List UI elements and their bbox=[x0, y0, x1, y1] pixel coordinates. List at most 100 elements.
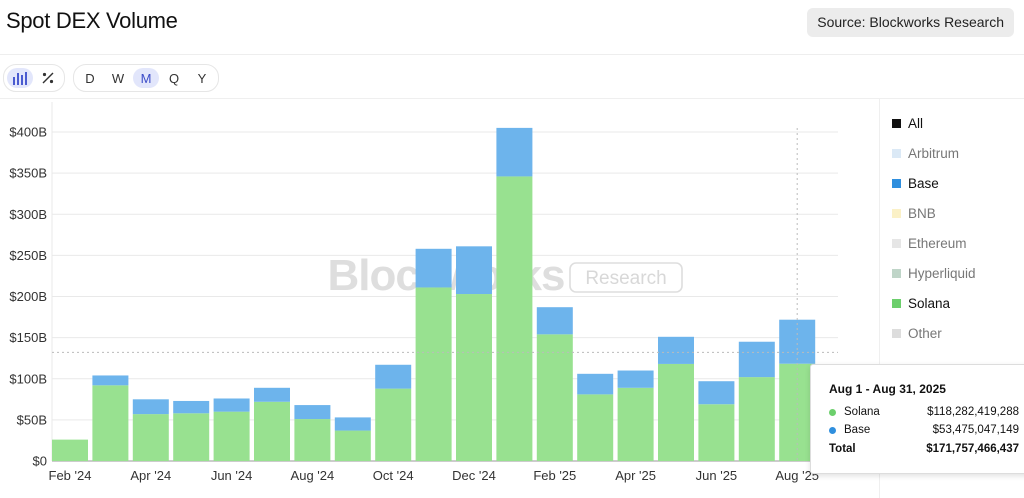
bar-solana-mar-24 bbox=[92, 385, 129, 461]
legend-swatch bbox=[892, 118, 901, 128]
tooltip-dot bbox=[829, 408, 836, 416]
legend-label: Solana bbox=[908, 295, 951, 311]
legend-item-arbitrum[interactable]: Arbitrum bbox=[892, 138, 976, 168]
bar-base-oct-24 bbox=[375, 364, 412, 389]
bar-base-dec-24 bbox=[456, 246, 492, 295]
bar-solana-aug-24 bbox=[294, 419, 331, 461]
y-tick-label: $350B bbox=[9, 166, 47, 181]
chart-top-border bbox=[0, 98, 1024, 99]
legend-swatch bbox=[892, 268, 901, 278]
bar-solana-sep-24 bbox=[334, 430, 371, 461]
bar-base-feb-25 bbox=[536, 307, 573, 335]
period-button-w[interactable]: W bbox=[111, 70, 125, 86]
chart-tooltip: Aug 1 - Aug 31, 2025 Solana $118,282,419… bbox=[810, 364, 1024, 474]
bar-chart-icon-svg bbox=[13, 72, 27, 85]
legend-swatch bbox=[892, 298, 901, 308]
tooltip-period: Aug 1 - Aug 31, 2025 bbox=[829, 382, 946, 396]
percent-icon[interactable] bbox=[35, 68, 61, 88]
y-axis-labels: $0 $50B $100B $150B $200B $250B $300B $350B $400… bbox=[9, 125, 47, 469]
page-title: Spot DEX Volume bbox=[6, 8, 178, 33]
x-tick-label: Apr '25 bbox=[615, 468, 656, 483]
tooltip-series-value: $53,475,047,149 bbox=[932, 424, 1019, 436]
bar-base-jun-24 bbox=[213, 398, 250, 412]
bar-solana-may-25 bbox=[658, 363, 694, 461]
bar-solana-dec-24 bbox=[456, 294, 492, 461]
bar-solana-may-24 bbox=[173, 413, 210, 461]
bar-solana-feb-24 bbox=[52, 439, 88, 461]
x-tick-label: Jun '25 bbox=[696, 468, 738, 483]
legend-item-solana[interactable]: Solana bbox=[892, 288, 976, 318]
period-button-q[interactable]: Q bbox=[168, 70, 180, 86]
bar-base-aug-24 bbox=[294, 405, 331, 420]
watermark-tag: Research bbox=[585, 268, 666, 289]
bar-solana-jun-24 bbox=[213, 411, 250, 461]
watermark-badge bbox=[569, 262, 683, 293]
x-tick-label: Oct '24 bbox=[373, 468, 414, 483]
x-tick-label: Feb '25 bbox=[533, 468, 576, 483]
legend-item-other[interactable]: Other bbox=[892, 318, 976, 348]
y-tick-label: $150B bbox=[9, 330, 47, 345]
legend-label: Hyperliquid bbox=[908, 265, 976, 281]
bar-base-jun-25 bbox=[698, 381, 735, 405]
bar-solana-nov-24 bbox=[415, 287, 452, 461]
legend-swatch bbox=[892, 148, 901, 158]
bar-base-apr-24 bbox=[132, 399, 169, 415]
bar-solana-apr-24 bbox=[132, 414, 169, 461]
period-button-m[interactable]: M bbox=[133, 68, 159, 88]
header-divider bbox=[0, 54, 1024, 55]
bar-base-may-25 bbox=[658, 336, 694, 364]
chart-canvas: $0 $50B $100B $150B $200B $250B $300B $350B $400… bbox=[9, 102, 838, 483]
x-tick-label: Feb '24 bbox=[49, 468, 92, 483]
legend-label: Arbitrum bbox=[908, 145, 960, 161]
bar-solana-feb-25 bbox=[536, 334, 573, 461]
tooltip-dot bbox=[829, 426, 836, 434]
bar-base-nov-24 bbox=[415, 248, 452, 288]
y-tick-label: $0 bbox=[33, 454, 47, 469]
y-tick-label: $100B bbox=[9, 371, 47, 386]
bar-base-mar-24 bbox=[92, 375, 129, 386]
tooltip-series-name: Base bbox=[844, 424, 871, 436]
period-button-d[interactable]: D bbox=[85, 70, 95, 86]
legend-item-hyperliquid[interactable]: Hyperliquid bbox=[892, 258, 976, 288]
y-tick-label: $200B bbox=[9, 289, 47, 304]
x-tick-label: Aug '25 bbox=[775, 468, 819, 483]
y-tick-label: $300B bbox=[9, 207, 47, 222]
legend-swatch bbox=[892, 178, 901, 188]
y-tick-label: $250B bbox=[9, 248, 47, 263]
legend-label: BNB bbox=[908, 205, 936, 221]
bar-solana-jan-25 bbox=[496, 176, 533, 462]
legend-divider bbox=[879, 99, 880, 498]
bar-solana-mar-25 bbox=[577, 394, 614, 461]
view-toggle-group bbox=[3, 64, 65, 92]
bar-solana-apr-25 bbox=[617, 387, 654, 461]
bar-base-sep-24 bbox=[334, 417, 371, 431]
chart-toolbar: D W M Q Y bbox=[3, 64, 219, 92]
bar-base-may-24 bbox=[173, 400, 210, 414]
bars bbox=[52, 127, 816, 462]
legend-label: Ethereum bbox=[908, 235, 967, 251]
tooltip-total-label: Total bbox=[829, 443, 856, 455]
bar-base-jan-25 bbox=[496, 127, 533, 177]
legend-item-bnb[interactable]: BNB bbox=[892, 198, 976, 228]
percent-icon-svg bbox=[42, 72, 54, 84]
bar-solana-oct-24 bbox=[375, 388, 412, 461]
bar-chart-icon[interactable] bbox=[7, 68, 33, 88]
legend-item-all[interactable]: All bbox=[892, 108, 976, 138]
period-toggle-group: D W M Q Y bbox=[73, 64, 219, 92]
x-tick-label: Jun '24 bbox=[211, 468, 253, 483]
source-button[interactable]: Source: Blockworks Research bbox=[807, 8, 1014, 37]
bar-base-jul-24 bbox=[254, 387, 290, 402]
x-tick-label: Dec '24 bbox=[452, 468, 496, 483]
legend-label: All bbox=[908, 115, 924, 131]
legend-item-ethereum[interactable]: Ethereum bbox=[892, 228, 976, 258]
legend-label: Other bbox=[908, 325, 942, 341]
bar-base-jul-25 bbox=[738, 341, 775, 378]
bar-base-apr-25 bbox=[617, 370, 654, 388]
legend-swatch bbox=[892, 328, 901, 338]
period-button-y[interactable]: Y bbox=[197, 70, 207, 86]
y-tick-label: $400B bbox=[9, 125, 47, 140]
bar-base-aug-25 bbox=[779, 319, 816, 364]
legend-item-base[interactable]: Base bbox=[892, 168, 976, 198]
y-tick-label: $50B bbox=[17, 412, 47, 427]
bar-solana-jun-25 bbox=[698, 404, 735, 461]
